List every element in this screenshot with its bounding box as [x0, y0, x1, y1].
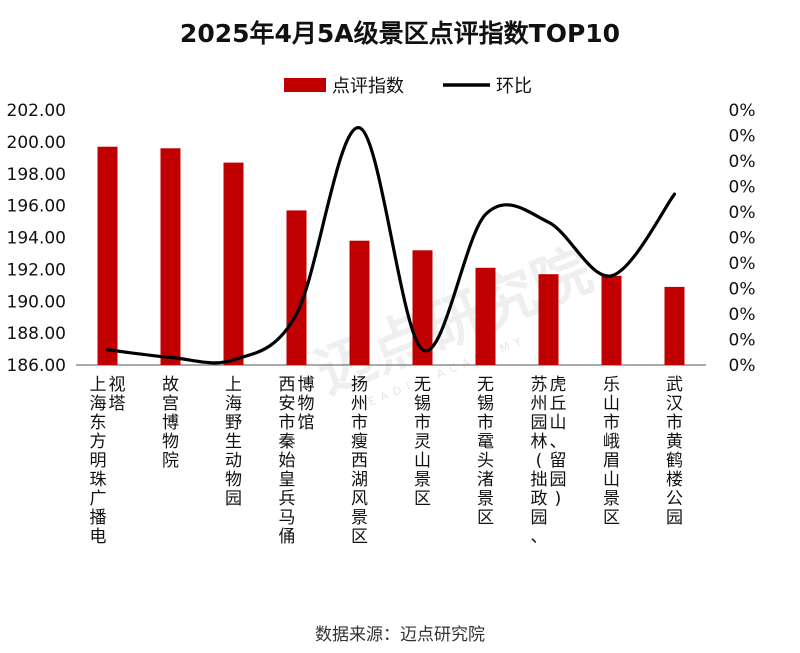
y-tick-label-left: 200.00 — [7, 133, 66, 153]
bar — [223, 162, 244, 365]
legend-line-label: 环比 — [496, 76, 532, 97]
bar-series — [97, 146, 685, 365]
y-tick-label-right: 0% — [729, 203, 756, 223]
bar — [412, 250, 433, 365]
bar — [349, 240, 370, 365]
category-label-column: 虎丘山、留园) — [550, 375, 567, 509]
y-tick-label-right: 0% — [729, 254, 756, 274]
bar — [664, 286, 685, 365]
category-label-column: 扬州市瘦西湖风景区 — [351, 375, 368, 547]
y-tick-label-left: 192.00 — [7, 260, 66, 280]
y-tick-label-left: 190.00 — [7, 292, 66, 312]
bar — [601, 275, 622, 365]
y-tick-label-right: 0% — [729, 127, 756, 147]
bar — [538, 274, 559, 365]
category-label: 故宫博物院 — [162, 375, 179, 471]
category-label: 乐山市峨眉山景区 — [603, 375, 620, 528]
y-tick-label-left: 196.00 — [7, 197, 66, 217]
category-label-column: 西安市秦始皇兵马俑 — [279, 375, 296, 547]
category-label: 苏州园林(拙政园、虎丘山、留园) — [531, 375, 567, 547]
y-tick-label-left: 198.00 — [7, 165, 66, 185]
y-tick-label-left: 202.00 — [7, 101, 66, 121]
bar — [475, 267, 496, 365]
y-tick-label-right: 0% — [729, 280, 756, 300]
category-label-column: 乐山市峨眉山景区 — [603, 375, 620, 528]
category-label-column: 故宫博物院 — [162, 375, 179, 471]
y-tick-label-right: 0% — [729, 331, 756, 351]
bar — [97, 146, 118, 365]
category-label-column: 博物馆 — [298, 375, 315, 433]
category-label: 无锡市灵山景区 — [414, 375, 431, 509]
category-label: 无锡市鼋头渚景区 — [477, 375, 494, 528]
legend-bar-label: 点评指数 — [332, 76, 404, 97]
line-series-环比 — [105, 126, 677, 365]
category-label: 扬州市瘦西湖风景区 — [351, 375, 368, 547]
y-tick-label-right: 0% — [729, 178, 756, 198]
bar — [160, 148, 181, 365]
y-tick-label-left: 194.00 — [7, 229, 66, 249]
category-label-column: 苏州园林(拙政园、 — [531, 375, 548, 547]
bar — [286, 210, 307, 365]
category-label-column: 上海东方明珠广播电 — [90, 375, 107, 547]
y-axis-right: 0% 0% 0% 0% 0% 0% 0% 0% 0% 0% 0% — [729, 101, 756, 376]
source-note: 数据来源：迈点研究院 — [315, 625, 485, 645]
y-tick-label-right: 0% — [729, 101, 756, 121]
y-tick-label-right: 0% — [729, 356, 756, 376]
y-tick-label-left: 188.00 — [7, 324, 66, 344]
category-label-column: 视塔 — [109, 375, 126, 414]
y-tick-label-left: 186.00 — [7, 356, 66, 376]
category-label-column: 上海野生动物园 — [225, 375, 242, 509]
legend: 点评指数 环比 — [284, 76, 532, 97]
chart-title: 2025年4月5A级景区点评指数TOP10 — [179, 19, 621, 48]
category-label-column: 无锡市灵山景区 — [414, 375, 431, 509]
category-label-column: 武汉市黄鹤楼公园 — [666, 375, 683, 528]
category-label-column: 无锡市鼋头渚景区 — [477, 375, 494, 528]
y-axis-left: 186.00 188.00 190.00 192.00 194.00 196.00 198.… — [7, 101, 66, 376]
legend-bar-swatch — [284, 78, 326, 92]
category-label: 武汉市黄鹤楼公园 — [666, 375, 683, 528]
y-tick-label-right: 0% — [729, 152, 756, 172]
y-tick-label-right: 0% — [729, 305, 756, 325]
category-label: 上海野生动物园 — [225, 375, 242, 509]
y-tick-label-right: 0% — [729, 229, 756, 249]
